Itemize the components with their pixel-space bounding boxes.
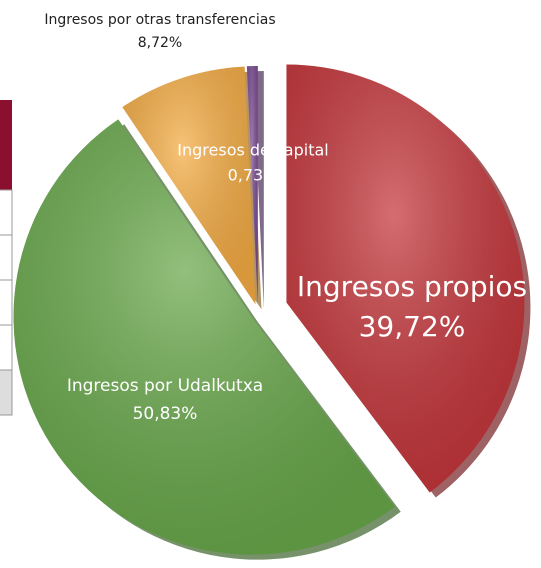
table-row bbox=[0, 279, 13, 326]
slice-shine bbox=[122, 66, 256, 305]
slice-label: Ingresos por Udalkutxa bbox=[67, 376, 263, 396]
slice-label: Ingresos propios bbox=[297, 270, 527, 303]
slice-group bbox=[246, 66, 264, 310]
cropped-table bbox=[0, 100, 13, 416]
slice-shine bbox=[286, 64, 525, 493]
slice-group bbox=[122, 66, 262, 310]
slice-value-label: 0,73% bbox=[228, 166, 279, 185]
table-row bbox=[0, 189, 13, 236]
table-row bbox=[0, 234, 13, 281]
table-row bbox=[0, 324, 13, 371]
slice-value-label: 50,83% bbox=[133, 404, 198, 424]
slice-label: Ingresos de capital bbox=[177, 141, 328, 160]
slice-group bbox=[13, 119, 401, 560]
slice-value-label: 39,72% bbox=[359, 310, 466, 343]
slice-value-label: 8,72% bbox=[138, 35, 182, 51]
table-row bbox=[0, 369, 13, 416]
slice-shine bbox=[246, 66, 258, 305]
slice-shine bbox=[13, 119, 395, 555]
slice-label: Ingresos por otras transferencias bbox=[44, 12, 275, 28]
table-header bbox=[0, 100, 12, 190]
slice-group bbox=[286, 64, 531, 498]
